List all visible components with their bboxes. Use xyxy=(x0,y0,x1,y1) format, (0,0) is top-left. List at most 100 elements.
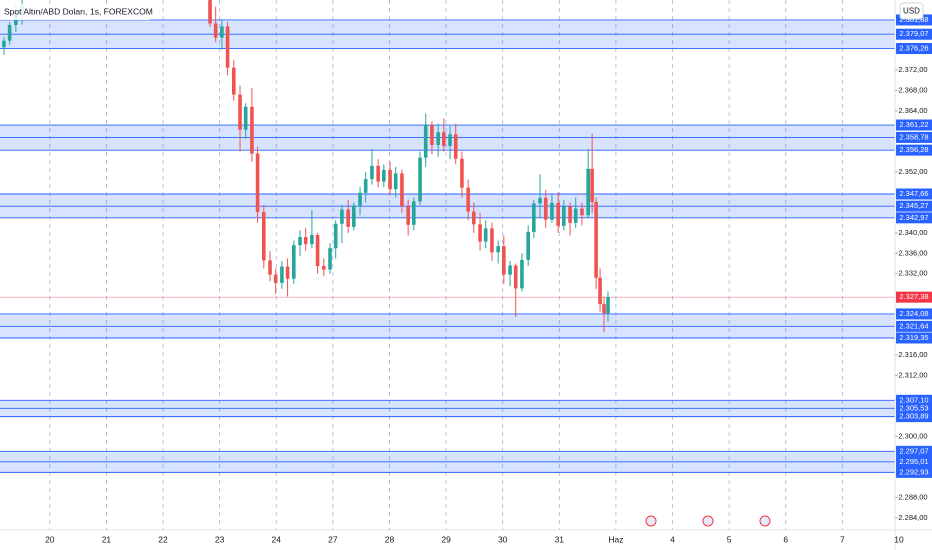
candle-body xyxy=(315,234,320,267)
candle-body xyxy=(280,266,284,283)
candle-body xyxy=(370,165,374,180)
x-tick-label: 29 xyxy=(441,534,451,544)
x-tick-label: 23 xyxy=(215,534,225,544)
candle-body xyxy=(598,277,602,305)
y-tick-label: 2.336,00 xyxy=(898,248,927,257)
x-tick-label: 24 xyxy=(272,534,282,544)
price-label-bg xyxy=(896,445,932,457)
candle-body xyxy=(538,197,542,204)
price-label-bg xyxy=(896,28,932,40)
x-tick-label: 4 xyxy=(670,534,675,544)
y-tick-label: 2.340,00 xyxy=(898,228,927,237)
candle-body xyxy=(586,168,590,216)
price-label: 2.324,08 xyxy=(899,309,928,318)
price-label-bg xyxy=(896,394,932,406)
candle-body xyxy=(448,134,452,146)
price-label-bg xyxy=(896,188,932,200)
candle-body xyxy=(606,297,610,314)
price-label-bg xyxy=(896,212,932,224)
price-label: 2.319,35 xyxy=(899,333,928,342)
candle-body xyxy=(346,209,350,227)
currency-button[interactable] xyxy=(899,2,924,20)
price-label-bg xyxy=(896,14,932,26)
y-tick-label: 2.352,00 xyxy=(898,167,927,176)
candle-body xyxy=(322,266,326,270)
candle-body xyxy=(262,212,266,261)
x-tick-label: 5 xyxy=(727,534,732,544)
price-label: 2.292,93 xyxy=(899,467,928,476)
candle-body xyxy=(453,134,458,159)
candle-body xyxy=(358,192,362,206)
y-tick-label: 2.284,00 xyxy=(898,513,927,522)
candle-body xyxy=(225,26,230,68)
candle-body xyxy=(303,237,308,245)
axis-layer: 20 21 22 23 24 27 28 29 30 31 Haz 4 5 6 7 10 2.372,00 2.3… xyxy=(45,14,932,544)
candle-body xyxy=(594,201,598,278)
event-icon[interactable] xyxy=(759,515,771,527)
x-tick-label: 10 xyxy=(894,534,904,544)
candle-body xyxy=(543,197,548,220)
x-tick-label: 20 xyxy=(45,534,55,544)
price-label-bg xyxy=(896,144,932,156)
last-price-label: 2.327,38 xyxy=(899,292,928,301)
candle-body xyxy=(532,203,536,232)
x-tick-label: Haz xyxy=(608,534,623,544)
candle-body xyxy=(423,125,428,158)
x-tick-label: 27 xyxy=(328,534,338,544)
price-label: 2.347,66 xyxy=(899,189,928,198)
candle-body xyxy=(238,94,242,130)
candle-body xyxy=(382,169,386,182)
price-label-bg xyxy=(896,131,932,143)
event-icon[interactable] xyxy=(645,515,657,527)
candle-body xyxy=(376,165,380,182)
y-tick-label: 2.312,00 xyxy=(898,370,927,379)
candle-body xyxy=(550,202,554,220)
price-label: 2.303,89 xyxy=(899,412,928,421)
candle-body xyxy=(243,106,248,130)
title-bg xyxy=(0,4,150,20)
x-tick-label: 21 xyxy=(102,534,112,544)
candle-body xyxy=(478,224,482,242)
event-icon[interactable] xyxy=(702,515,714,527)
x-tick-label: 6 xyxy=(783,534,788,544)
price-label-bg xyxy=(896,411,932,423)
price-label: 2.305,53 xyxy=(899,403,928,412)
x-tick-label: 22 xyxy=(158,534,168,544)
candle-body xyxy=(352,205,356,227)
price-label-bg xyxy=(896,308,932,320)
price-label-bg xyxy=(896,200,932,212)
candle-body xyxy=(490,228,494,253)
candle-body xyxy=(430,125,434,145)
candle-body xyxy=(400,173,404,206)
candle-body xyxy=(340,209,344,224)
candle-body xyxy=(255,153,260,213)
price-label-bg xyxy=(896,402,932,414)
candle-body xyxy=(363,179,368,193)
price-label-bg xyxy=(896,466,932,478)
candle-body xyxy=(393,173,398,190)
candle-body xyxy=(273,274,278,283)
candle-body xyxy=(418,157,422,202)
candle-body xyxy=(213,23,218,38)
candle-body xyxy=(7,24,12,41)
price-label: 2.379,07 xyxy=(899,29,928,38)
price-label: 2.295,01 xyxy=(899,457,928,466)
candle-body xyxy=(285,266,290,279)
candle-body xyxy=(466,187,470,212)
currency-label[interactable]: USD xyxy=(903,7,920,16)
price-label-bg xyxy=(896,119,932,131)
candle-body xyxy=(502,246,506,275)
candle-body xyxy=(2,40,6,48)
candle-body xyxy=(573,208,578,223)
y-tick-label: 2.364,00 xyxy=(898,106,927,115)
candle-body xyxy=(220,26,224,38)
y-tick-label: 2.288,00 xyxy=(898,492,927,501)
candle-body xyxy=(472,211,476,225)
candle-body xyxy=(333,223,338,249)
y-tick-label: 2.316,00 xyxy=(898,350,927,359)
candle-body xyxy=(436,132,440,145)
candle-body xyxy=(292,245,296,279)
candle-body xyxy=(442,132,446,146)
